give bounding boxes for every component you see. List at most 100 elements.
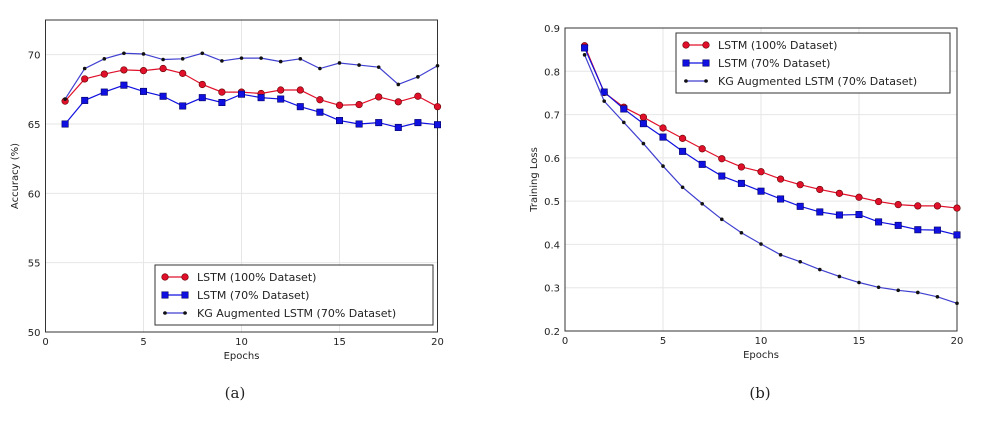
data-point (198, 80, 206, 89)
data-point (163, 311, 167, 315)
data-point (375, 93, 383, 101)
data-point (896, 288, 900, 293)
data-point (894, 221, 902, 229)
data-point (414, 119, 422, 127)
data-point (355, 100, 363, 109)
figure-caption: (b) (749, 384, 770, 402)
data-point (435, 63, 440, 68)
data-point (161, 273, 169, 281)
data-point (180, 57, 185, 61)
y-tick-label: 0.6 (544, 154, 560, 165)
data-point (139, 67, 148, 75)
data-point (278, 59, 283, 64)
legend-entry: LSTM (70% Dataset) (197, 289, 309, 302)
data-point (161, 291, 169, 299)
data-point (140, 87, 148, 95)
data-point (620, 105, 628, 113)
legend-entry: KG Augmented LSTM (70% Dataset) (197, 307, 396, 320)
data-point (955, 301, 959, 306)
data-point (700, 201, 704, 206)
data-point (855, 211, 863, 219)
accuracy-chart: 0 5 10 15 20 50 55 60 65 70 Epochs Accuracy (%) (a) L… (10, 19, 444, 402)
data-point (641, 141, 646, 146)
y-tick-label: 55 (28, 259, 41, 270)
data-point (257, 94, 265, 102)
data-point (183, 311, 187, 315)
data-point (916, 290, 920, 295)
data-point (659, 124, 667, 132)
data-point (816, 208, 824, 216)
data-point (835, 211, 843, 219)
data-point (777, 195, 785, 203)
data-point (102, 57, 107, 61)
data-point (759, 242, 763, 246)
legend-box (675, 32, 951, 94)
y-axis-label: Training Loss (529, 147, 540, 213)
y-axis-label: Accuracy (%) (10, 143, 21, 209)
series-kg-augmented-lstm-70-dataset- (582, 53, 959, 306)
data-point (737, 179, 745, 187)
data-point (679, 147, 687, 155)
data-point (394, 98, 402, 106)
data-point (433, 103, 442, 111)
data-point (778, 253, 783, 257)
data-point (602, 99, 606, 103)
x-tick-label: 15 (853, 336, 866, 347)
data-point (179, 102, 187, 110)
data-point (316, 96, 324, 104)
series-kg-augmented-lstm-70-dataset- (63, 51, 440, 101)
data-point (61, 120, 69, 128)
data-point (718, 155, 726, 163)
series-lstm-70-dataset- (581, 44, 961, 239)
data-point (680, 185, 685, 190)
data-point (414, 92, 422, 100)
y-tick-label: 0.8 (544, 67, 560, 78)
data-point (718, 172, 726, 180)
data-point (876, 285, 881, 290)
data-point (81, 75, 89, 83)
data-point (914, 226, 922, 234)
data-point (357, 63, 361, 67)
y-tick-label: 60 (28, 189, 41, 200)
data-point (894, 201, 902, 209)
data-point (702, 41, 710, 49)
data-point (200, 51, 205, 56)
data-point (757, 168, 765, 176)
data-point (81, 96, 89, 104)
data-point (239, 56, 244, 60)
data-point (318, 66, 322, 71)
data-point (122, 51, 126, 56)
data-point (933, 226, 941, 234)
x-axis-label: Epochs (743, 350, 779, 361)
data-point (639, 120, 647, 128)
plot-frame (45, 19, 438, 333)
figure-caption: (a) (225, 384, 246, 402)
x-tick-label: 5 (140, 337, 146, 348)
y-tick-label: 0.4 (544, 240, 560, 251)
data-point (238, 90, 246, 98)
data-point (953, 231, 961, 239)
data-point (394, 123, 402, 131)
data-point (875, 218, 883, 226)
x-tick-label: 10 (235, 337, 248, 348)
data-point (953, 204, 961, 212)
x-axis-label: Epochs (224, 351, 260, 362)
legend-box (154, 264, 434, 326)
training-loss-chart: 0 5 10 15 20 0.2 0.3 0.4 0.5 0.6 0.7 0.8 0.9 Epochs Tr… (529, 24, 963, 402)
data-point (684, 79, 688, 83)
data-point (659, 133, 667, 141)
data-point (375, 119, 383, 127)
data-point (198, 94, 206, 102)
data-point (316, 108, 324, 116)
data-point (739, 230, 744, 235)
legend-entry: LSTM (100% Dataset) (197, 271, 316, 284)
data-point (933, 202, 942, 210)
data-point (698, 145, 706, 153)
data-point (179, 69, 187, 77)
series-line (64, 52, 438, 100)
data-point (416, 75, 420, 79)
y-tick-label: 0.7 (544, 111, 560, 122)
data-point (720, 217, 724, 222)
data-point (220, 59, 224, 63)
